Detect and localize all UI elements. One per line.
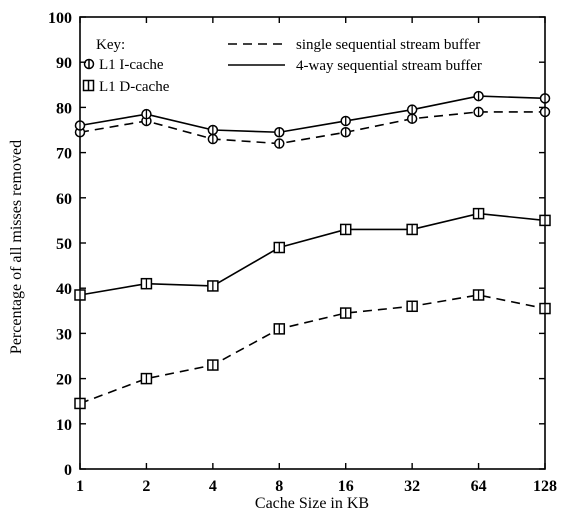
y-tick-label: 100 <box>48 10 72 27</box>
legend-label-4way-buffer: 4-way sequential stream buffer <box>296 58 482 74</box>
legend-line-dashed: single sequential stream buffer <box>228 37 480 53</box>
y-tick-label: 60 <box>56 191 72 208</box>
y-tick-label: 20 <box>56 372 72 389</box>
legend-marker-circle: L1 I-cache <box>85 57 164 73</box>
y-tick-label: 50 <box>56 236 72 253</box>
y-tick-label: 0 <box>64 462 72 479</box>
x-tick-label: 2 <box>142 478 150 495</box>
series-d-cache-4way <box>75 209 550 300</box>
legend-line-solid: 4-way sequential stream buffer <box>228 58 482 74</box>
series-layer <box>75 92 550 409</box>
y-tick-label: 80 <box>56 100 72 117</box>
x-tick-label: 16 <box>338 478 354 495</box>
x-tick-label: 64 <box>471 478 487 495</box>
y-tick-label: 10 <box>56 417 72 434</box>
series-d-cache-single <box>75 290 550 408</box>
legend-label-single-buffer: single sequential stream buffer <box>296 37 480 53</box>
legend: Key: L1 I-cache L1 D-cache single sequen… <box>84 37 482 95</box>
x-tick-label: 4 <box>209 478 217 495</box>
x-tick-label: 8 <box>275 478 283 495</box>
x-tick-label: 128 <box>533 478 557 495</box>
y-tick-label: 30 <box>56 326 72 343</box>
x-axis-title: Cache Size in KB <box>255 495 369 512</box>
legend-title: Key: <box>96 37 125 53</box>
x-tick-label: 1 <box>76 478 84 495</box>
y-tick-label: 40 <box>56 281 72 298</box>
y-tick-label: 70 <box>56 146 72 163</box>
series-line <box>80 295 545 403</box>
legend-marker-square: L1 D-cache <box>84 79 170 95</box>
x-tick-label: 32 <box>404 478 420 495</box>
legend-label-l1-d-cache: L1 D-cache <box>99 79 170 95</box>
y-tick-label: 90 <box>56 55 72 72</box>
y-axis-title: Percentage of all misses removed <box>8 140 25 354</box>
legend-label-l1-i-cache: L1 I-cache <box>99 57 164 73</box>
